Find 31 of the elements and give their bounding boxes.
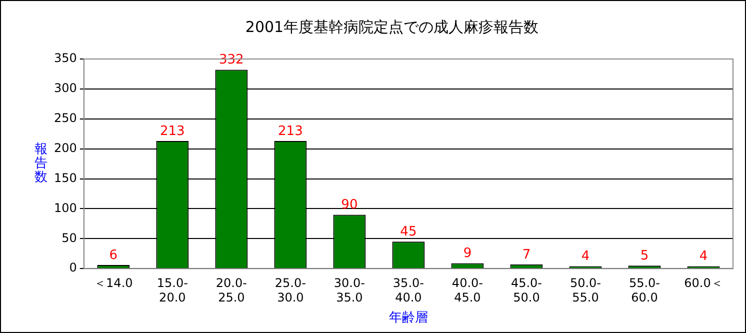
y-tick-label: 250: [54, 111, 77, 126]
data-label: 4: [581, 249, 590, 264]
x-tick-label: ＜14.0: [94, 276, 133, 290]
x-tick-label: 20.0- 25.0: [216, 276, 247, 304]
x-axis-title: 年齢層: [388, 310, 428, 326]
data-label: 6: [109, 248, 118, 263]
y-tick-label: 200: [54, 140, 77, 155]
x-tick-label: 45.0- 50.0: [510, 276, 542, 304]
y-tick-label: 100: [54, 200, 77, 215]
x-tick-label: 60.0＜: [684, 276, 723, 290]
chart-title: 2001年度基幹病院定点での成人麻疹報告数: [245, 18, 539, 36]
x-tick-label: 15.0- 20.0: [156, 276, 188, 304]
y-tick-label: 0: [69, 260, 77, 275]
y-tick-label: 50: [62, 230, 77, 245]
y-tick-label: 300: [54, 81, 77, 96]
x-tick-label: 55.0- 60.0: [628, 276, 660, 304]
y-axis-title: 報告数: [34, 142, 48, 186]
y-tick-label: 350: [54, 51, 77, 66]
x-tick-label: 50.0- 55.0: [570, 276, 602, 304]
x-tick-label: 30.0- 35.0: [334, 276, 365, 304]
x-tick-label: 25.0- 30.0: [274, 276, 306, 304]
data-label: 7: [522, 247, 531, 262]
data-label: 45: [400, 224, 417, 240]
y-tick-label: 150: [54, 170, 77, 185]
x-tick-label: 35.0- 40.0: [392, 276, 424, 304]
data-label: 213: [160, 124, 185, 139]
x-tick-label: 40.0- 45.0: [452, 276, 483, 304]
data-label: 213: [278, 124, 303, 139]
data-label: 9: [463, 246, 472, 262]
data-label: 4: [699, 249, 708, 264]
data-label: 5: [640, 248, 649, 264]
